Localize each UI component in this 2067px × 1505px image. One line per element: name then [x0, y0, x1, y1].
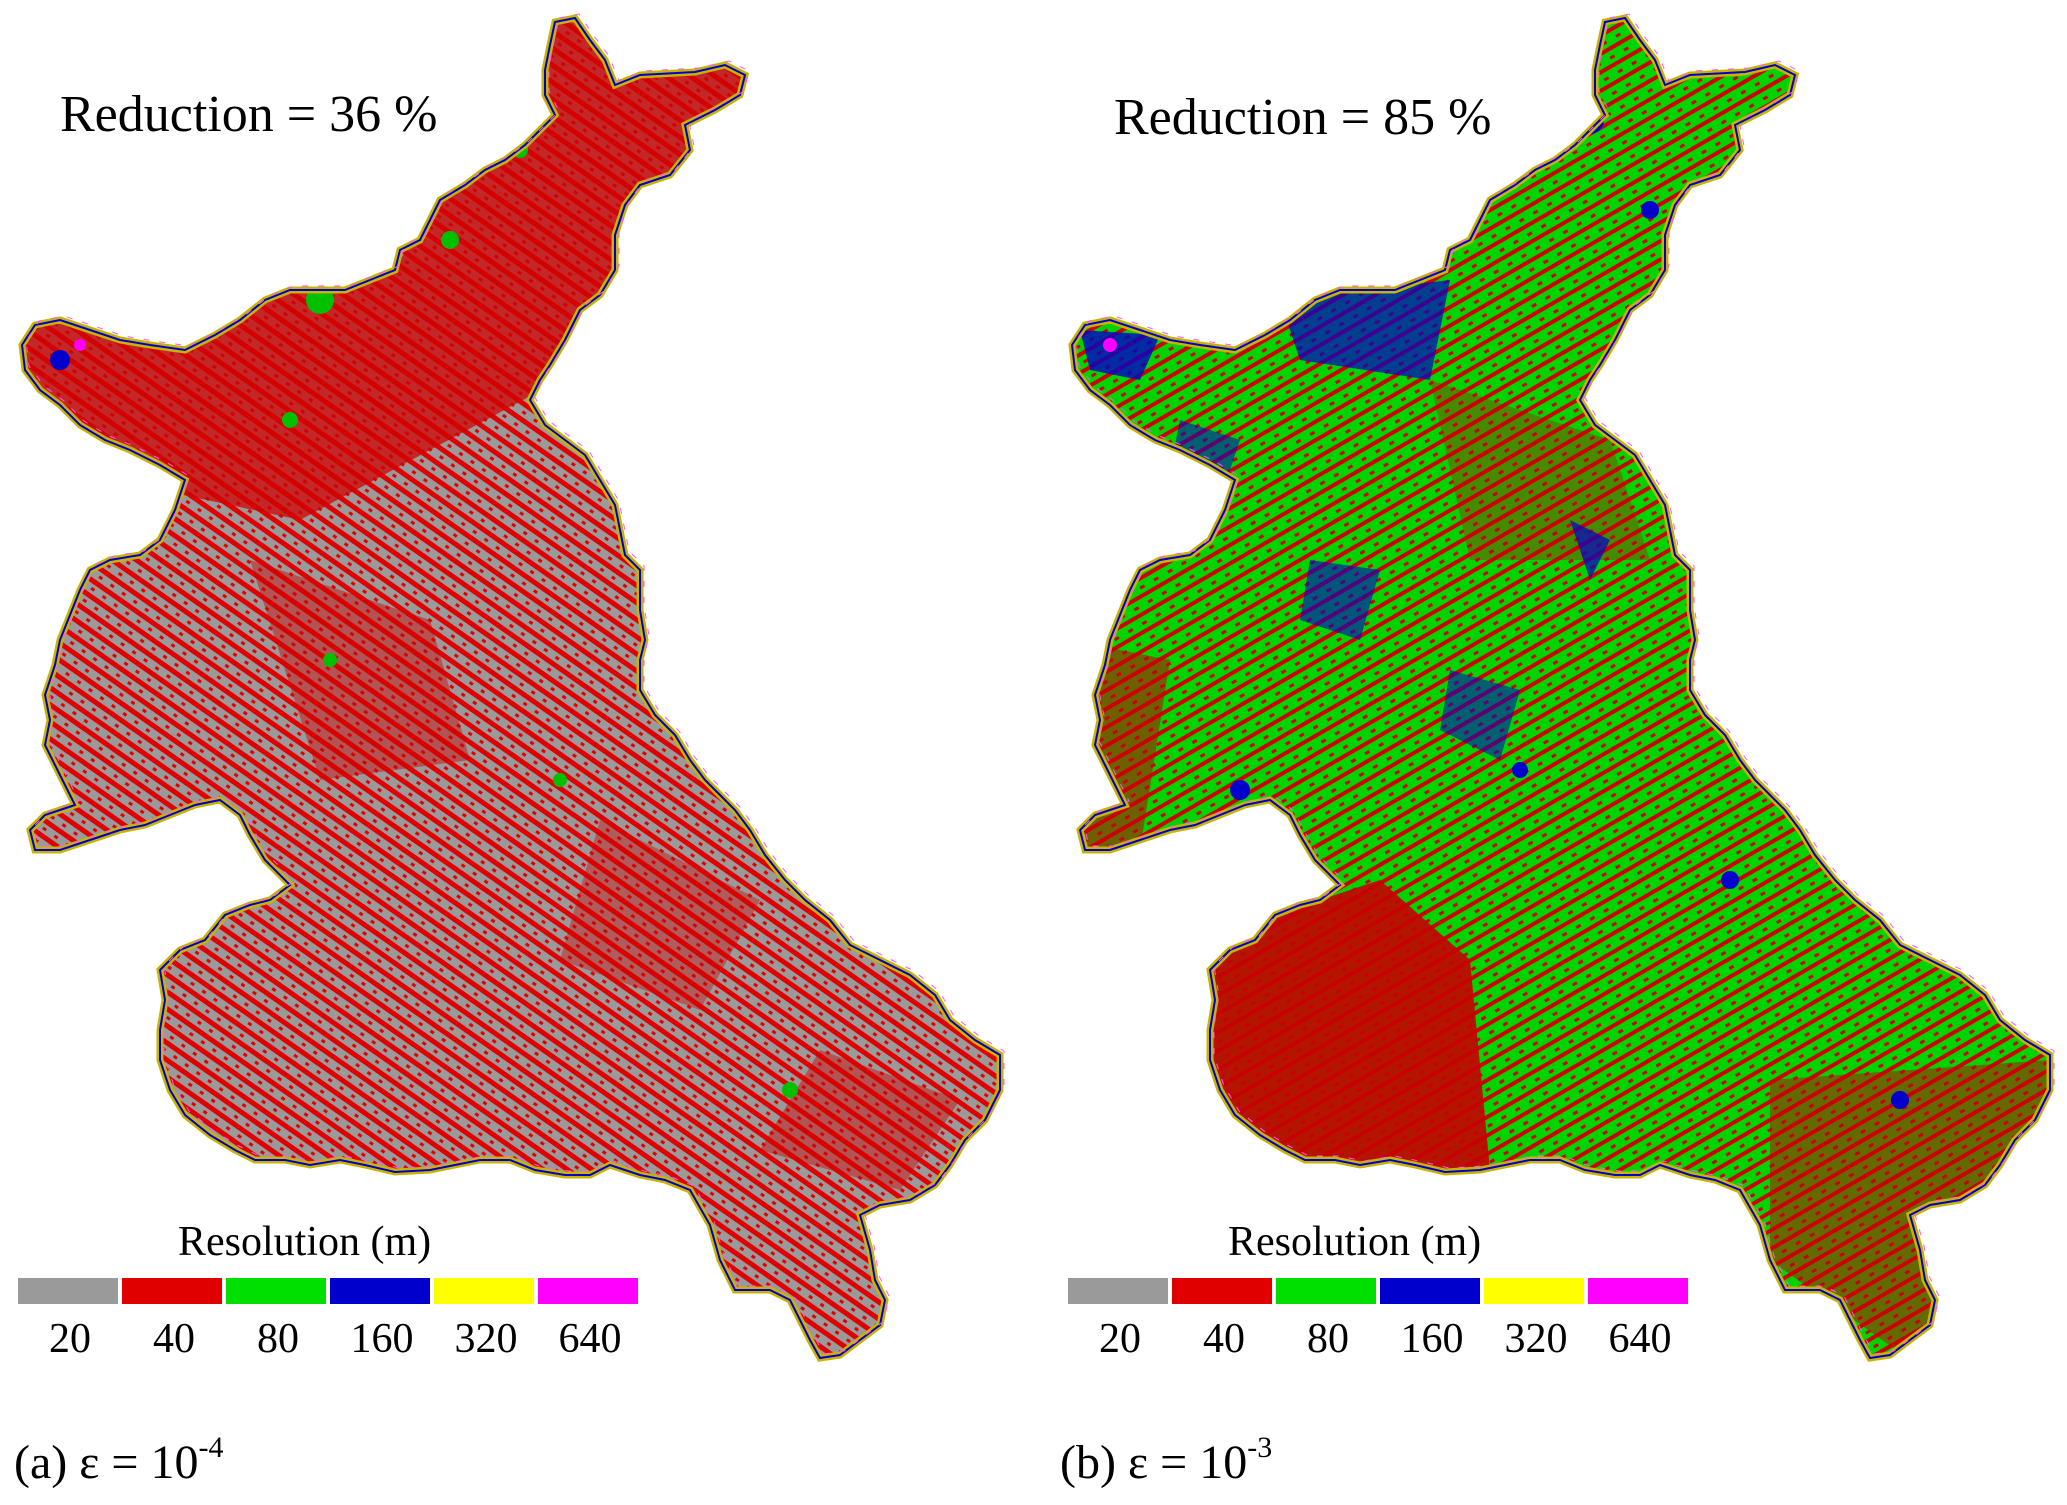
legend-label: 160: [1400, 1316, 1464, 1362]
panel-a: Reduction = 36 % Resolution (m) 20 40 80…: [0, 13, 1005, 1490]
swatch-80: [226, 1278, 326, 1304]
legend-label: 80: [1307, 1316, 1349, 1362]
legend-colorbar-b: [1068, 1278, 1688, 1304]
swatch-20: [1068, 1278, 1168, 1304]
reduction-label-b: Reduction = 85 %: [1114, 89, 1492, 146]
caption-b-exponent: -3: [1247, 1431, 1273, 1464]
map-fill-b: [1072, 18, 2050, 1358]
swatch-320: [1484, 1278, 1584, 1304]
legend-label: 320: [454, 1316, 518, 1362]
swatch-160: [330, 1278, 430, 1304]
legend-label: 20: [49, 1316, 91, 1362]
swatch-640: [1588, 1278, 1688, 1304]
legend-label: 640: [558, 1316, 622, 1362]
legend-label: 640: [1608, 1316, 1672, 1362]
legend-colorbar-a: [18, 1278, 638, 1304]
swatch-40: [122, 1278, 222, 1304]
swatch-80: [1276, 1278, 1376, 1304]
legend-label: 80: [257, 1316, 299, 1362]
swatch-40: [1172, 1278, 1272, 1304]
legend-labels-b: 20 40 80 160 320 640: [1068, 1315, 1692, 1363]
caption-a-exponent: -4: [198, 1431, 224, 1464]
legend-labels-a: 20 40 80 160 320 640: [18, 1315, 642, 1363]
legend-title-b: Resolution (m): [1228, 1219, 1482, 1265]
legend-label: 40: [1203, 1316, 1245, 1362]
resolution-map-a: [0, 13, 1005, 1400]
swatch-20: [18, 1278, 118, 1304]
reduction-label-a: Reduction = 36 %: [60, 86, 438, 143]
caption-a: (a) ε = 10-4: [14, 1431, 224, 1490]
legend-label: 40: [153, 1316, 195, 1362]
caption-a-text: (a) ε = 10: [14, 1436, 199, 1489]
resolution-map-b: [1050, 13, 2055, 1400]
swatch-640: [538, 1278, 638, 1304]
legend-title-a: Resolution (m): [178, 1219, 432, 1265]
panel-b: Reduction = 85 % Resolution (m) 20 40 80…: [1050, 0, 2067, 1505]
caption-b-text: (b) ε = 10: [1060, 1436, 1248, 1489]
caption-b: (b) ε = 10-3: [1060, 1431, 1272, 1490]
legend-label: 20: [1099, 1316, 1141, 1362]
legend-label: 320: [1504, 1316, 1568, 1362]
swatch-160: [1380, 1278, 1480, 1304]
map-fill-a: [22, 18, 1000, 1358]
swatch-320: [434, 1278, 534, 1304]
legend-label: 160: [350, 1316, 414, 1362]
